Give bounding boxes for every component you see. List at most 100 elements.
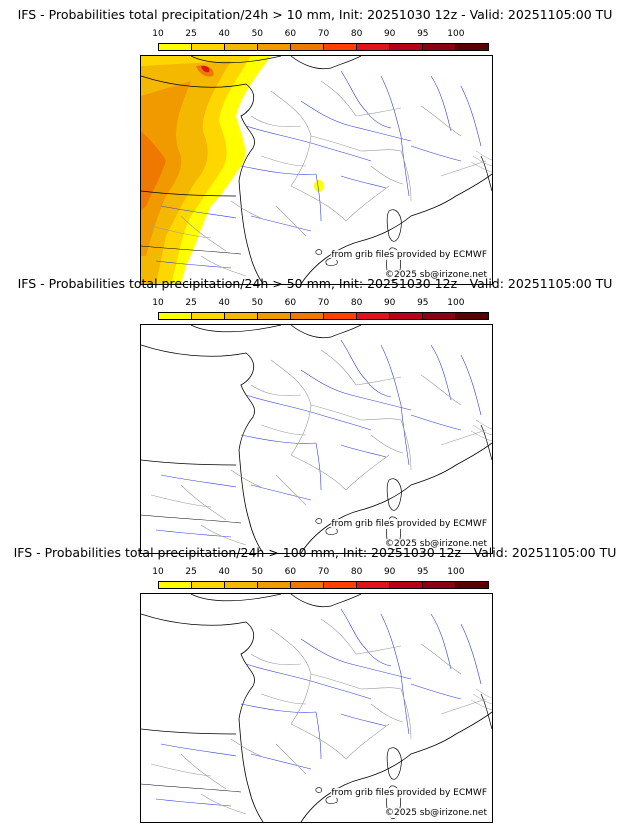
river: [410, 145, 462, 162]
coastline-north-sea: [290, 594, 362, 608]
colorbar-segment: [390, 313, 423, 319]
coastline-north-spain: [141, 459, 237, 466]
coastline-channel: [190, 325, 282, 333]
river: [240, 434, 317, 444]
colorbar-tick-label: 25: [185, 298, 197, 308]
colorbar-segment: [258, 44, 291, 50]
admin-border: [250, 384, 302, 396]
colorbar-tick-label: 40: [218, 298, 230, 308]
admin-border: [230, 469, 262, 488]
colorbar-tick-label: 70: [317, 567, 330, 577]
admin-border: [275, 743, 307, 775]
colorbar-tick-label: 10: [152, 298, 164, 308]
river: [245, 663, 372, 700]
alps-border-cluster: [470, 688, 492, 711]
coastline-italy: [480, 155, 492, 192]
colorbar-segment: [324, 313, 357, 319]
colorbar-tick-label: 80: [350, 567, 363, 577]
admin-border: [180, 753, 227, 790]
forecast-panel-10mm: IFS - Probabilities total precipitation/…: [0, 7, 630, 285]
admin-border: [345, 723, 390, 760]
admin-border: [230, 200, 262, 219]
river: [160, 205, 237, 219]
admin-border: [150, 225, 212, 239]
admin-border: [270, 628, 312, 725]
river: [430, 344, 452, 401]
colorbar-segment: [258, 582, 291, 588]
precip-band-60: [141, 131, 166, 211]
colorbar-tick-label: 60: [284, 298, 297, 308]
colorbar-tick-label: 25: [185, 29, 197, 39]
probability-map: from grib files provided by ECMWF ©2025 …: [140, 593, 493, 823]
colorbar-tick-label: 95: [417, 567, 429, 577]
admin-border: [260, 155, 307, 167]
copyright-credit: ©2025 sb@irizone.net: [385, 539, 487, 549]
admin-border: [440, 160, 487, 177]
river: [160, 474, 237, 488]
coastline-north-sea: [290, 325, 362, 339]
coastline-channel: [190, 56, 282, 64]
colorbar-tick-label: 25: [185, 567, 197, 577]
coastline-italy: [480, 693, 492, 730]
coastline-atlantic: [141, 75, 264, 284]
colorbar-segment: [225, 44, 258, 50]
precip-band-80: [201, 65, 210, 73]
river: [410, 683, 462, 700]
admin-border: [400, 419, 412, 471]
colorbar-ticks: 10 25 40 50 60 70 80 90 95 100: [152, 298, 489, 310]
admin-border: [355, 645, 402, 655]
coastline-mediterranean: [300, 442, 492, 553]
river: [250, 484, 312, 501]
admin-border: [270, 359, 312, 456]
admin-border: [250, 653, 302, 665]
river: [300, 100, 412, 142]
colorbar-segment: [258, 313, 291, 319]
admin-border: [260, 424, 307, 436]
admin-border: [320, 349, 357, 386]
colorbar-tick-label: 80: [350, 29, 363, 39]
colorbar-segment: [159, 44, 192, 50]
colorbar-ticks: 10 25 40 50 60 70 80 90 95 100: [152, 567, 489, 579]
river: [300, 369, 412, 411]
admin-border: [180, 484, 227, 521]
river: [315, 711, 322, 760]
admin-border: [320, 80, 357, 117]
colorbar-segment: [357, 313, 390, 319]
colorbar-tick-label: 50: [251, 567, 264, 577]
colorbar-tick-label: 100: [447, 29, 465, 39]
admin-border: [420, 105, 462, 137]
river: [460, 354, 482, 416]
admin-border: [400, 150, 412, 202]
colorbar-segment: [192, 313, 225, 319]
river: [380, 344, 410, 466]
colorbar-segment: [291, 313, 324, 319]
river: [315, 442, 322, 491]
admin-border: [355, 107, 402, 117]
river: [250, 753, 312, 770]
colorbar-segment: [159, 582, 192, 588]
panel-title: IFS - Probabilities total precipitation/…: [17, 276, 613, 291]
river: [340, 608, 392, 667]
admin-border: [310, 673, 402, 690]
probability-colorbar: [158, 43, 489, 51]
colorbar-tick-label: 70: [317, 29, 330, 39]
river: [340, 339, 392, 398]
copyright-credit: ©2025 sb@irizone.net: [385, 270, 487, 280]
colorbar-segment: [192, 44, 225, 50]
colorbar-tick-label: 10: [152, 567, 164, 577]
coastline-north-sea: [290, 56, 362, 70]
coastline-mediterranean: [300, 173, 492, 284]
river: [430, 75, 452, 132]
colorbar-segment: [291, 44, 324, 50]
coastline-atlantic: [141, 613, 264, 822]
corsica-outline: [386, 209, 402, 242]
colorbar-segment: [423, 44, 456, 50]
colorbar-tick-label: 70: [317, 298, 330, 308]
river: [300, 638, 412, 680]
coastline-mediterranean: [300, 711, 492, 822]
colorbar-tick-label: 60: [284, 29, 297, 39]
colorbar-tick-label: 90: [383, 298, 396, 308]
river: [155, 798, 232, 807]
river: [340, 70, 392, 129]
colorbar-segment: [423, 313, 456, 319]
